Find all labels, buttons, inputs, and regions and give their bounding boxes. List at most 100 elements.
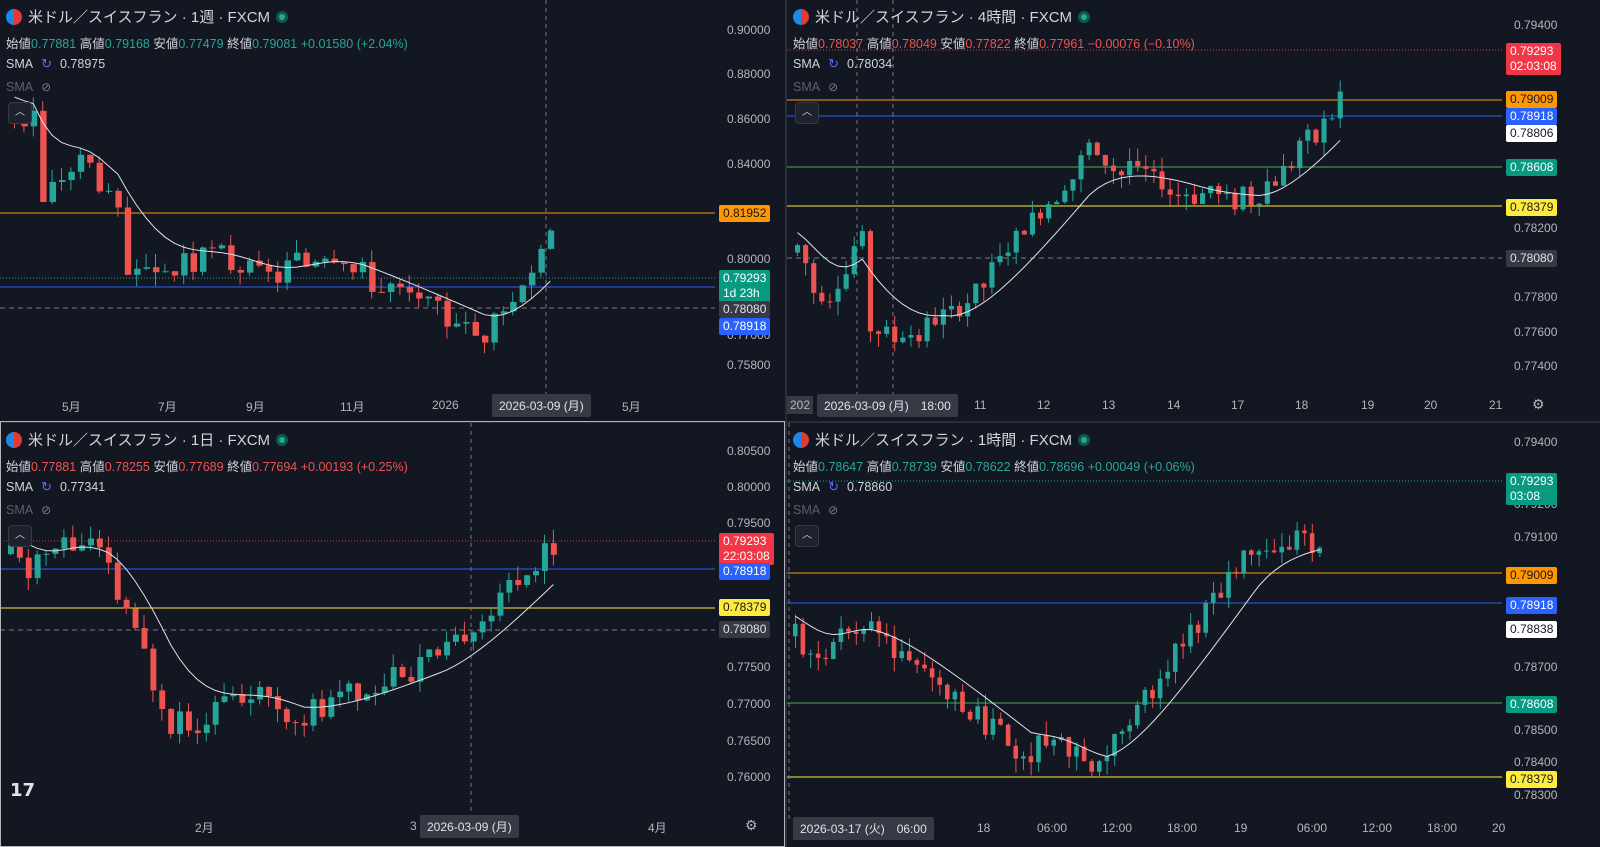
price-chart-canvas[interactable] xyxy=(0,423,785,847)
sma-legend[interactable]: SMA ↻ 0.78975 xyxy=(6,56,105,72)
pane-divider-horizontal[interactable] xyxy=(0,421,1600,423)
price-axis-tag[interactable]: 0.78918 xyxy=(719,563,771,580)
symbol-title[interactable]: 米ドル／スイスフラン · 1週 · FXCM xyxy=(28,9,271,26)
sma-legend[interactable]: SMA ↻ 0.78034 xyxy=(793,56,892,72)
candle-body xyxy=(1119,171,1125,176)
price-axis-tag[interactable]: 0.81952 xyxy=(719,205,771,222)
price-axis-tag[interactable]: 0.79293 1d 23h xyxy=(719,270,771,302)
price-axis-tag[interactable]: 0.78918 xyxy=(1506,108,1558,125)
sma-line[interactable] xyxy=(797,139,1341,317)
candle-body xyxy=(341,262,348,265)
candle-body xyxy=(1167,189,1173,195)
candle-body xyxy=(105,547,112,563)
candle-body xyxy=(406,286,414,293)
candle-body xyxy=(186,711,192,731)
candle-body xyxy=(1135,704,1140,726)
collapse-legend-button[interactable]: ︿ xyxy=(795,525,819,547)
candle-body xyxy=(1337,91,1343,119)
candle-body xyxy=(500,311,508,314)
sma2-legend[interactable]: SMA ⊘ xyxy=(6,80,51,94)
sma-legend[interactable]: SMA ↻ 0.77341 xyxy=(6,479,105,495)
candle-body xyxy=(846,628,851,632)
collapse-legend-button[interactable]: ︿ xyxy=(8,525,32,547)
sma-line[interactable] xyxy=(795,549,1321,757)
symbol-header[interactable]: 米ドル／スイスフラン · 1週 · FXCM xyxy=(6,6,289,27)
candle-body xyxy=(221,696,228,702)
candle-body xyxy=(209,247,216,249)
tradingview-logo-icon[interactable]: 𝟭𝟳 xyxy=(10,780,36,800)
candle-body xyxy=(1142,689,1148,705)
hidden-eye-icon[interactable]: ⊘ xyxy=(41,80,52,94)
y-axis-tick-label: 0.78700 xyxy=(1514,660,1558,674)
sma-legend[interactable]: SMA ↻ 0.78860 xyxy=(793,479,892,495)
price-axis-tag[interactable]: 0.78806 xyxy=(1506,125,1558,142)
loading-spinner-icon: ↻ xyxy=(828,479,839,494)
price-chart-canvas[interactable] xyxy=(0,0,785,421)
candle-body xyxy=(143,267,150,269)
ohlc-label: 高値 xyxy=(866,460,892,474)
chart-pane-4h[interactable]: 米ドル／スイスフラン · 4時間 · FXCM 始値0.78037 高値0.780… xyxy=(787,0,1600,421)
candle-body xyxy=(900,337,906,343)
price-axis-tag[interactable]: 0.78379 xyxy=(1506,199,1558,216)
price-axis-tag[interactable]: 0.78379 xyxy=(719,599,771,616)
sma2-label: SMA xyxy=(793,503,821,517)
price-axis-tag[interactable]: 0.79293 02:03:08 xyxy=(1506,43,1561,75)
x-axis-tick-label: 3 xyxy=(410,819,417,833)
chart-pane-weekly[interactable]: 米ドル／スイスフラン · 1週 · FXCM 始値0.77881 高値0.7916… xyxy=(0,0,785,421)
price-axis-tag[interactable]: 0.79009 xyxy=(1506,567,1558,584)
candle-body xyxy=(388,283,395,293)
ohlc-value: 0.77881 xyxy=(31,37,77,51)
collapse-legend-button[interactable]: ︿ xyxy=(795,102,819,124)
price-axis-tag[interactable]: 0.78080 xyxy=(719,621,771,638)
price-axis-tag[interactable]: 0.78838 xyxy=(1506,621,1558,638)
candle-body xyxy=(283,709,290,723)
x-axis-tick-label: 2026 xyxy=(432,398,459,412)
symbol-title[interactable]: 米ドル／スイスフラン · 1時間 · FXCM xyxy=(815,432,1073,449)
symbol-header[interactable]: 米ドル／スイスフラン · 4時間 · FXCM xyxy=(793,6,1091,27)
candle-body xyxy=(1013,745,1018,759)
price-axis-tag[interactable]: 0.78080 xyxy=(719,301,771,318)
price-axis-tag[interactable]: 0.78918 xyxy=(1506,597,1558,614)
price-axis-tag[interactable]: 0.78608 xyxy=(1506,159,1558,176)
chart-pane-1h[interactable]: 米ドル／スイスフラン · 1時間 · FXCM 始値0.78647 高値0.787… xyxy=(787,423,1600,847)
price-chart-canvas[interactable] xyxy=(787,0,1600,421)
candle-body xyxy=(239,694,246,703)
chart-settings-gear-icon[interactable]: ⚙ xyxy=(745,817,758,833)
candle-body xyxy=(1200,193,1206,204)
candle-body xyxy=(1127,725,1132,732)
symbol-header[interactable]: 米ドル／スイスフラン · 1日 · FXCM xyxy=(6,429,289,450)
sma2-legend[interactable]: SMA ⊘ xyxy=(793,80,838,94)
sma2-legend[interactable]: SMA ⊘ xyxy=(6,503,51,517)
sma-line[interactable] xyxy=(14,96,551,317)
chart-settings-gear-icon[interactable]: ⚙ xyxy=(1532,396,1545,412)
symbol-title[interactable]: 米ドル／スイスフラン · 4時間 · FXCM xyxy=(815,9,1073,26)
price-axis-tag[interactable]: 0.78379 xyxy=(1506,771,1558,788)
price-axis-tag[interactable]: 0.78918 xyxy=(719,318,771,335)
hidden-eye-icon[interactable]: ⊘ xyxy=(828,80,839,94)
ohlc-legend: 始値0.77881 高値0.79168 安値0.77479 終値0.79081 … xyxy=(6,33,408,52)
sma-line[interactable] xyxy=(10,533,554,708)
hidden-eye-icon[interactable]: ⊘ xyxy=(41,503,52,517)
symbol-header[interactable]: 米ドル／スイスフラン · 1時間 · FXCM xyxy=(793,429,1091,450)
candle-body xyxy=(70,537,77,551)
pane-divider-vertical[interactable] xyxy=(785,0,787,847)
candle-body xyxy=(275,696,281,710)
candle-body xyxy=(472,322,479,336)
price-axis-tag[interactable]: 0.79009 xyxy=(1506,91,1558,108)
price-axis-tag[interactable]: 0.79293 22:03:08 xyxy=(719,533,774,565)
sma2-legend[interactable]: SMA ⊘ xyxy=(793,503,838,517)
price-axis-tag[interactable]: 0.78608 xyxy=(1506,696,1558,713)
price-chart-canvas[interactable] xyxy=(787,423,1600,847)
symbol-title[interactable]: 米ドル／スイスフラン · 1日 · FXCM xyxy=(28,432,271,449)
price-axis-tag[interactable]: 0.78080 xyxy=(1506,250,1558,267)
candle-body xyxy=(937,677,942,685)
hidden-eye-icon[interactable]: ⊘ xyxy=(828,503,839,517)
chart-pane-daily[interactable]: 米ドル／スイスフラン · 1日 · FXCM 始値0.77881 高値0.7825… xyxy=(0,423,785,847)
candle-body xyxy=(973,283,979,304)
candle-body xyxy=(491,313,498,343)
price-axis-tag[interactable]: 0.79293 03:08 xyxy=(1506,473,1558,505)
loading-spinner-icon: ↻ xyxy=(41,479,52,494)
collapse-legend-button[interactable]: ︿ xyxy=(8,102,32,124)
candle-body xyxy=(237,270,244,273)
candle-body xyxy=(1313,129,1319,143)
